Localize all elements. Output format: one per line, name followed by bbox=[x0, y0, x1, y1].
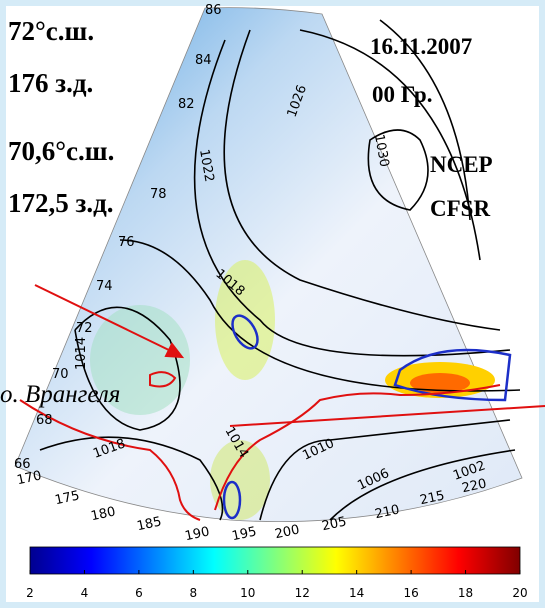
latitude-tick: 72 bbox=[76, 321, 93, 336]
latitude-tick: 74 bbox=[96, 279, 113, 294]
latitude-tick: 76 bbox=[118, 235, 135, 250]
colorbar bbox=[30, 547, 520, 574]
latitude-label: 70,6°с.ш. bbox=[8, 136, 114, 166]
latitude-tick: 78 bbox=[150, 187, 167, 202]
colorbar-tick-label: 14 bbox=[349, 586, 364, 600]
figure: 8684827876747270686617017518018519019520… bbox=[0, 0, 545, 608]
colorbar-tick-label: 20 bbox=[512, 586, 527, 600]
latitude-tick: 84 bbox=[195, 53, 212, 68]
date: 16.11.2007 bbox=[370, 34, 472, 59]
latitude-tick: 82 bbox=[178, 97, 195, 112]
longitude-label: 176 з.д. bbox=[8, 68, 93, 98]
colorbar-tick-label: 2 bbox=[26, 586, 34, 600]
longitude-label: 172,5 з.д. bbox=[8, 188, 114, 218]
latitude-tick: 70 bbox=[52, 367, 69, 382]
colorbar-tick-label: 12 bbox=[295, 586, 310, 600]
source: NCEP bbox=[430, 152, 493, 177]
latitude-tick: 68 bbox=[36, 413, 53, 428]
colorbar-tick-label: 18 bbox=[458, 586, 473, 600]
latitude-tick: 66 bbox=[14, 457, 31, 472]
source: CFSR bbox=[430, 196, 490, 221]
colorbar-tick-label: 8 bbox=[190, 586, 198, 600]
colorbar-tick-label: 6 bbox=[135, 586, 143, 600]
colorbar-tick-label: 16 bbox=[403, 586, 418, 600]
colorbar-tick-label: 10 bbox=[240, 586, 255, 600]
island-label: о. Врангеля bbox=[0, 381, 120, 408]
latitude-label: 72°с.ш. bbox=[8, 16, 94, 46]
isobar-label: 1014 bbox=[74, 337, 89, 370]
time: 00 Гр. bbox=[372, 82, 432, 107]
colorbar-tick-label: 4 bbox=[81, 586, 89, 600]
latitude-tick: 86 bbox=[205, 3, 222, 18]
